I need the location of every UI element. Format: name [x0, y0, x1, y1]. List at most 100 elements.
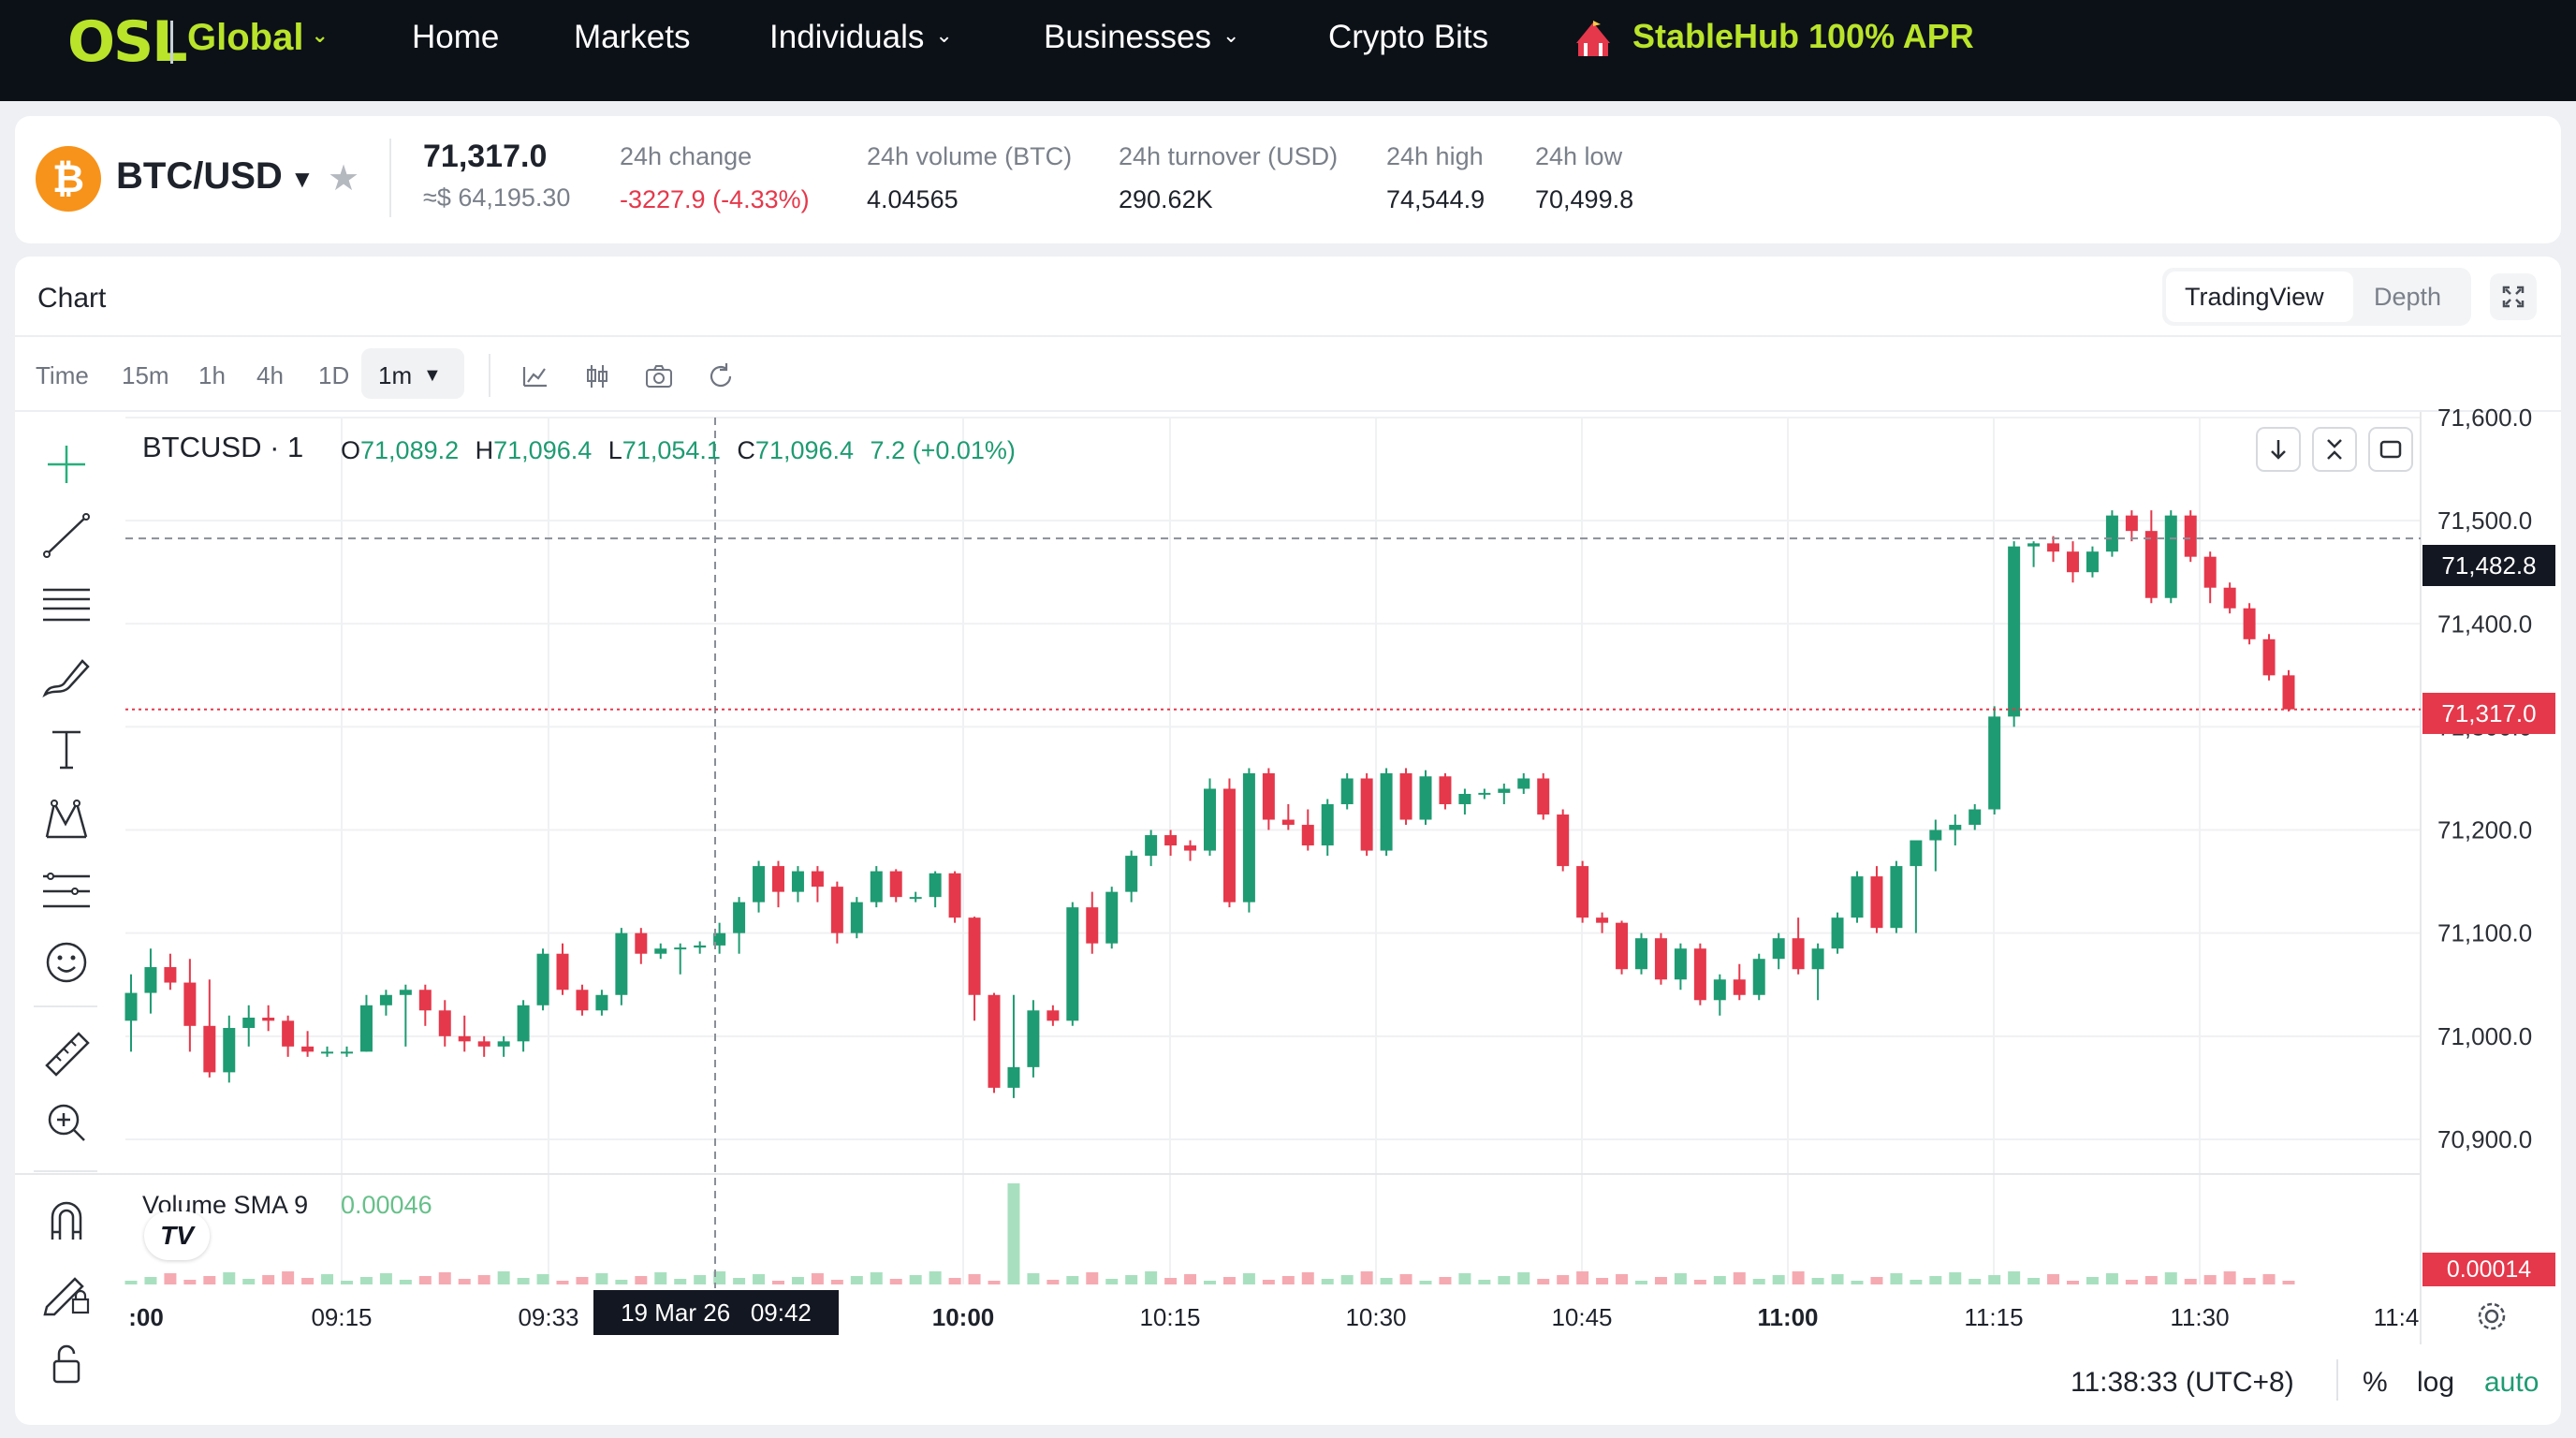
candle-body	[1772, 938, 1785, 960]
volume-bar	[2105, 1273, 2118, 1284]
volume-bar	[1674, 1273, 1687, 1284]
candle-body	[1713, 979, 1726, 1001]
caret-down-icon[interactable]: ▼	[290, 165, 315, 193]
candle-body	[1693, 948, 1706, 1001]
volume-bar	[399, 1280, 412, 1284]
candle-body	[379, 994, 392, 1005]
favorite-star-icon[interactable]: ★	[328, 159, 360, 198]
volume-bar	[615, 1280, 628, 1284]
ruler-icon[interactable]	[37, 1028, 95, 1077]
candle-body	[595, 994, 608, 1011]
turnover-label: 24h turnover (USD)	[1119, 142, 1339, 170]
fullscreen-icon[interactable]	[2490, 273, 2537, 320]
candle-body	[1576, 866, 1589, 918]
change-value: 7.2 (+0.01%)	[870, 436, 1016, 464]
volume-bar	[811, 1273, 824, 1284]
lock-icon[interactable]	[37, 1341, 95, 1389]
volume-bar	[654, 1272, 667, 1284]
candle-body	[1811, 948, 1824, 970]
candle-body	[772, 866, 784, 892]
candle-body	[1301, 825, 1314, 846]
collapse-icon[interactable]	[2312, 427, 2357, 472]
timeframe-1d[interactable]: 1D	[318, 361, 350, 389]
auto-scale-toggle[interactable]: auto	[2484, 1367, 2539, 1398]
timeframe-selector[interactable]	[361, 348, 464, 399]
scroll-down-icon[interactable]	[2256, 427, 2301, 472]
volume-bar	[1969, 1279, 1982, 1284]
candle-body	[1399, 772, 1412, 820]
volume-bar	[948, 1278, 961, 1284]
trend-line-icon[interactable]	[37, 511, 95, 560]
volume-bar	[595, 1273, 608, 1284]
tab-depth[interactable]: Depth	[2374, 283, 2442, 311]
osl-logo[interactable]: OSL	[67, 9, 187, 75]
caret-down-icon: ▼	[423, 365, 442, 386]
camera-icon[interactable]	[642, 360, 676, 393]
emoji-icon[interactable]	[37, 938, 95, 987]
region-selector[interactable]: Global ⌄	[187, 17, 329, 59]
toolbar-divider	[34, 1170, 97, 1172]
volume-bar	[2282, 1281, 2295, 1284]
chevron-down-icon: ⌄	[935, 23, 953, 47]
maximize-icon[interactable]	[2368, 427, 2413, 472]
timeframe-15m[interactable]: 15m	[122, 361, 169, 389]
volume-bar	[929, 1271, 942, 1284]
candle-body	[1557, 814, 1570, 867]
volume-bar	[694, 1275, 707, 1284]
pair-selector[interactable]: BTC/USD	[116, 155, 283, 197]
chart-symbol: BTCUSD · 1	[142, 431, 304, 463]
candle-body	[1498, 788, 1511, 793]
nav-markets[interactable]: Markets	[574, 19, 691, 55]
crosshair-icon[interactable]	[37, 440, 95, 489]
chevron-down-icon: ⌄	[1222, 23, 1240, 47]
text-tool-icon[interactable]	[37, 725, 95, 773]
brush-icon[interactable]	[37, 653, 95, 702]
reset-icon[interactable]	[704, 360, 738, 393]
volume-bar	[1262, 1280, 1275, 1284]
candle-body	[791, 871, 804, 892]
forecast-tool-icon[interactable]	[37, 867, 95, 916]
volume-bar	[556, 1281, 569, 1284]
candle-body	[1752, 959, 1765, 995]
timeframe-1h[interactable]: 1h	[198, 361, 226, 389]
x-tick-label: 10:15	[1139, 1303, 1200, 1331]
candle-body	[674, 947, 687, 950]
volume-bar	[341, 1281, 353, 1284]
timeframe-4h[interactable]: 4h	[256, 361, 284, 389]
y-tick-label: 71,500.0	[2437, 506, 2532, 535]
y-tick-label: 71,000.0	[2437, 1022, 2532, 1050]
percent-scale-toggle[interactable]: %	[2363, 1367, 2388, 1398]
tab-tradingview[interactable]: TradingView	[2185, 283, 2324, 311]
candle-body	[1635, 938, 1647, 970]
volume-bar	[262, 1275, 275, 1284]
candle-body	[1969, 809, 1982, 826]
gear-icon[interactable]	[2475, 1299, 2509, 1333]
candle-body	[282, 1020, 295, 1047]
volume-bar	[2067, 1281, 2079, 1284]
candle-body	[1125, 856, 1138, 892]
volume-bar	[576, 1277, 589, 1284]
candle-style-icon[interactable]	[580, 360, 614, 393]
indicators-icon[interactable]	[519, 360, 552, 393]
nav-crypto-bits[interactable]: Crypto Bits	[1328, 19, 1489, 55]
nav-businesses[interactable]: Businesses ⌄	[1044, 19, 1239, 56]
log-scale-toggle[interactable]: log	[2417, 1367, 2455, 1398]
lock-drawing-icon[interactable]	[37, 1268, 95, 1316]
candle-body	[1262, 772, 1275, 820]
volume-bar	[2047, 1274, 2060, 1284]
zoom-in-icon[interactable]	[37, 1099, 95, 1148]
fib-retracement-icon[interactable]	[37, 582, 95, 631]
tradingview-logo[interactable]: TV	[144, 1211, 210, 1260]
stablehub-promo-link[interactable]: StableHub 100% APR	[1632, 17, 1974, 55]
nav-individuals[interactable]: Individuals ⌄	[769, 19, 953, 56]
timeframe-time[interactable]: Time	[36, 361, 89, 389]
clock[interactable]: 11:38:33 (UTC+8)	[2071, 1367, 2294, 1398]
nav-home[interactable]: Home	[412, 19, 500, 55]
x-tick-label: 11:4	[2374, 1303, 2420, 1331]
x-tick-label: 09:15	[311, 1303, 372, 1331]
x-tick-label: 10:00	[932, 1303, 995, 1331]
high-value: 74,544.9	[1386, 185, 1486, 213]
magnet-icon[interactable]	[37, 1196, 95, 1245]
pattern-tool-icon[interactable]	[37, 796, 95, 844]
